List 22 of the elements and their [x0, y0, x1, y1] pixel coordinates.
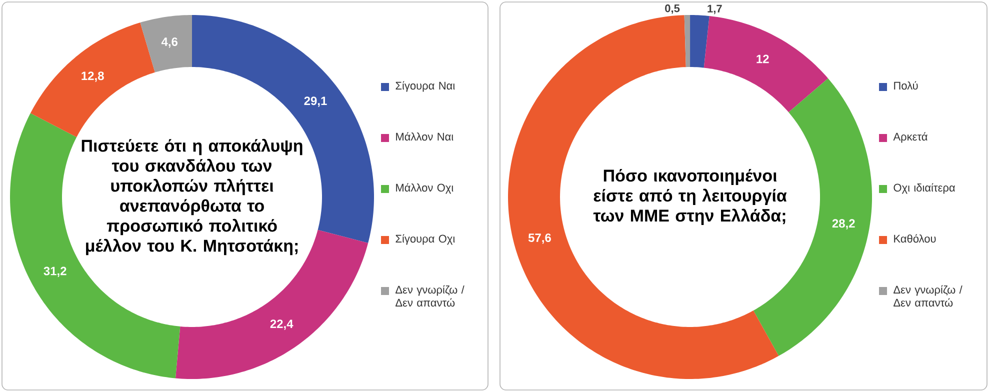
legend-label: Δεν γνωρίζω / Δεν απαντώ — [396, 285, 464, 307]
legend-label: Δεν γνωρίζω / Δεν απαντώ — [894, 285, 962, 307]
data-label: 22,4 — [270, 320, 294, 330]
data-label: 12 — [756, 54, 769, 64]
legend-label: Μάλλον Ναι — [396, 132, 454, 141]
legend-label: Αρκετά — [893, 132, 928, 143]
legend-label: Καθόλου — [894, 234, 936, 243]
data-label: 12,8 — [82, 72, 104, 82]
data-label: 1,7 — [708, 4, 722, 14]
data-label: 0,5 — [665, 4, 680, 14]
legend-label: Πολύ — [894, 81, 918, 90]
text: Πιστεύετε ότι η αποκάλυψη του σκανδάλου των υποκλοπών πλήττει ανεπανόρθωτα το προσωπικό πολιτικό μέλλον του Κ. Μητσοτάκη; — [82, 138, 302, 256]
data-label: 31,2 — [44, 266, 66, 278]
legend-label: Οχι ιδιαίτερα — [894, 183, 956, 194]
text: Πόσο ικανοποιημένοι είστε από τη λειτουργία των ΜΜΕ στην Ελλάδα; — [593, 168, 787, 226]
legend-label: Σίγουρα Ναι — [396, 81, 455, 92]
data-label: 29,1 — [304, 96, 327, 107]
data-label: 4,6 — [161, 37, 178, 48]
legend-label: Μάλλον Οχι — [396, 183, 454, 194]
legend-label: Σίγουρα Οχι — [396, 234, 455, 245]
data-label: 28,2 — [832, 219, 855, 230]
data-label: 57,6 — [528, 233, 551, 244]
